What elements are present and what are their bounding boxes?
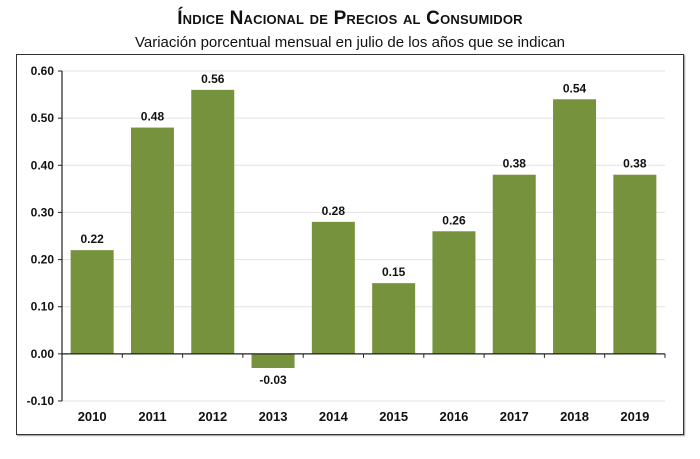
bar-2010 <box>70 250 114 354</box>
bar-2019 <box>613 174 657 354</box>
x-tick-label: 2016 <box>439 409 468 424</box>
bar-2014 <box>311 221 355 354</box>
data-label-2011: 0.48 <box>141 110 165 124</box>
y-tick-label: 0.20 <box>31 253 55 267</box>
bar-2013 <box>251 353 295 368</box>
x-tick-label: 2011 <box>138 409 166 424</box>
x-tick-label: 2013 <box>259 409 288 424</box>
data-label-2017: 0.38 <box>503 157 527 171</box>
data-label-2013: -0.03 <box>259 373 287 387</box>
bar-2018 <box>553 99 597 354</box>
x-tick-label: 2014 <box>319 409 349 424</box>
y-tick-label: 0.50 <box>31 111 55 125</box>
bar-2015 <box>372 283 416 354</box>
bar-2012 <box>191 89 235 354</box>
y-tick-label: -0.10 <box>27 394 55 408</box>
data-label-2014: 0.28 <box>322 204 346 218</box>
y-tick-label: 0.40 <box>31 158 55 172</box>
x-tick-label: 2018 <box>560 409 589 424</box>
y-tick-label: 0.30 <box>31 205 55 219</box>
y-tick-label: 0.00 <box>31 347 55 361</box>
chart-title: Índice Nacional de Precios al Consumidor <box>177 8 523 29</box>
data-label-2016: 0.26 <box>442 213 466 227</box>
x-tick-label: 2019 <box>620 409 649 424</box>
y-tick-label: 0.10 <box>31 300 55 314</box>
data-label-2010: 0.22 <box>80 232 104 246</box>
x-tick-label: 2012 <box>198 409 227 424</box>
y-tick-label: 0.60 <box>31 64 55 78</box>
data-label-2015: 0.15 <box>382 265 406 279</box>
chart-subtitle: Variación porcentual mensual en julio de… <box>135 34 565 51</box>
x-tick-label: 2017 <box>500 409 529 424</box>
chart-frame <box>16 54 684 435</box>
bar-2017 <box>492 174 536 354</box>
bar-2016 <box>432 231 476 354</box>
data-label-2018: 0.54 <box>563 81 587 95</box>
bar-2011 <box>130 127 174 354</box>
x-tick-label: 2015 <box>379 409 408 424</box>
x-tick-label: 2010 <box>78 409 107 424</box>
data-label-2019: 0.38 <box>623 157 647 171</box>
data-label-2012: 0.56 <box>201 72 225 86</box>
